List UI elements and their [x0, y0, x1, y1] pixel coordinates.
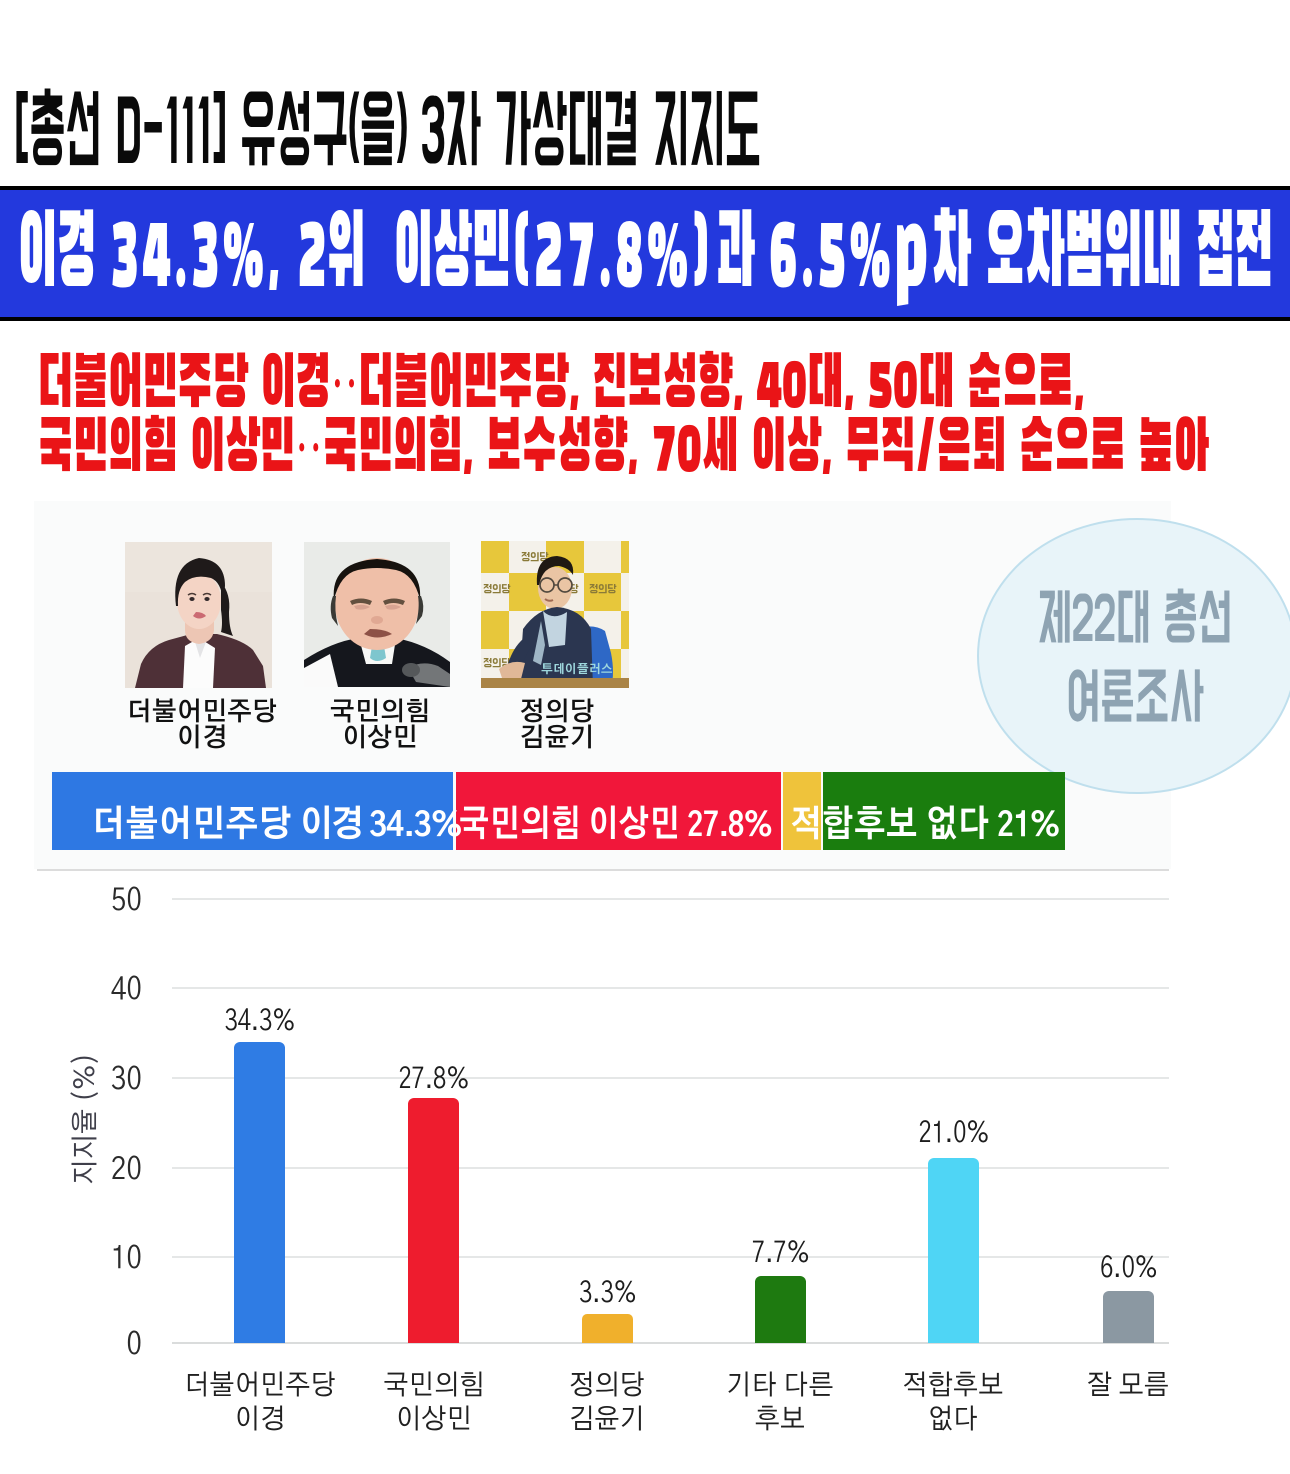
svg-text:정의당: 정의당: [589, 584, 617, 596]
svg-text:정의당: 정의당: [483, 584, 511, 596]
svg-text:정의당: 정의당: [521, 552, 549, 564]
svg-text:투데이플러스: 투데이플러스: [541, 662, 613, 676]
